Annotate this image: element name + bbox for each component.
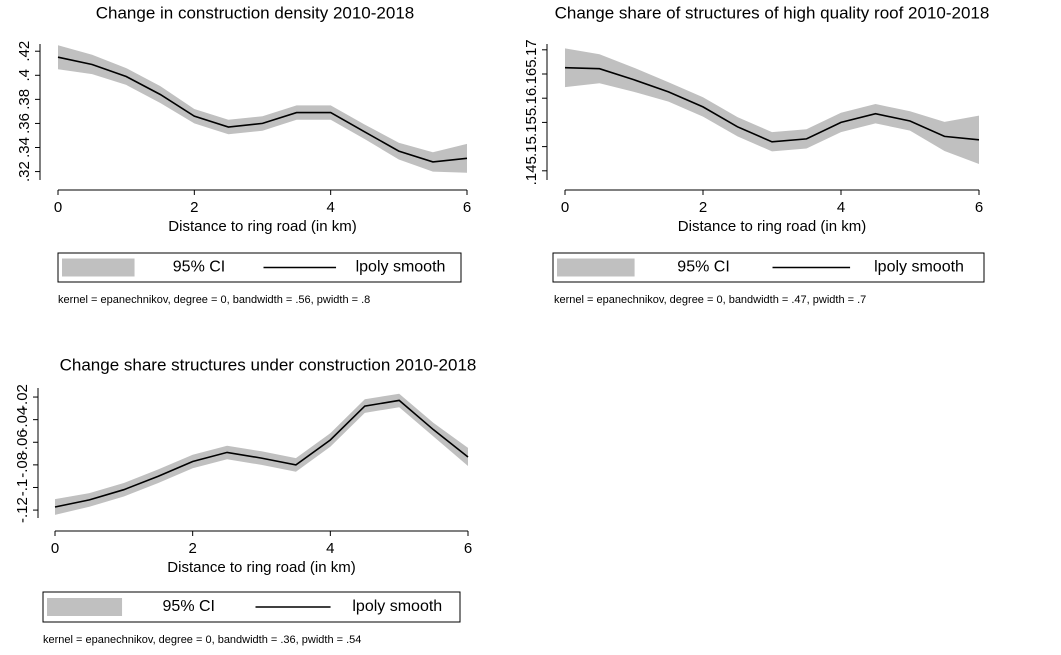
legend-swatch xyxy=(557,258,635,277)
y-tick-label: .36 xyxy=(16,113,33,134)
chart-title: Change share of structures of high quali… xyxy=(555,3,990,22)
x-tick-label: 4 xyxy=(326,199,334,216)
y-tick-label: .155 xyxy=(523,108,540,137)
y-tick-label: -.04 xyxy=(14,407,31,433)
y-tick-label: .4 xyxy=(16,69,33,82)
x-tick-label: 2 xyxy=(190,199,198,216)
legend-label: lpoly smooth xyxy=(352,598,442,615)
legend-label: 95% CI xyxy=(163,598,215,615)
y-tick-label: .15 xyxy=(523,136,540,157)
x-tick-label: 0 xyxy=(54,199,62,216)
x-tick-label: 6 xyxy=(464,540,472,557)
y-tick-label: .165 xyxy=(523,59,540,88)
x-tick-label: 4 xyxy=(837,199,845,216)
y-tick-label: .32 xyxy=(16,161,33,182)
x-tick-label: 6 xyxy=(975,199,983,216)
x-tick-label: 2 xyxy=(188,540,196,557)
smooth-line xyxy=(54,399,469,508)
confidence-band xyxy=(55,393,468,515)
x-tick-label: 0 xyxy=(561,199,569,216)
chart-note: kernel = epanechnikov, degree = 0, bandw… xyxy=(43,634,361,646)
legend-box xyxy=(552,252,985,283)
confidence-band xyxy=(565,48,979,164)
x-tick-label: 2 xyxy=(699,199,707,216)
legend-label: 95% CI xyxy=(677,259,729,276)
x-tick-label: 4 xyxy=(326,540,334,557)
legend-label: lpoly smooth xyxy=(874,259,964,276)
smooth-line xyxy=(57,56,468,163)
legend-label: 95% CI xyxy=(173,259,225,276)
y-tick-label: .17 xyxy=(523,39,540,60)
y-tick-label: -.12 xyxy=(14,497,31,523)
x-axis-label: Distance to ring road (in km) xyxy=(678,218,866,235)
legend-box xyxy=(42,591,461,623)
legend-swatch xyxy=(62,258,135,277)
chart-note: kernel = epanechnikov, degree = 0, bandw… xyxy=(554,294,866,306)
y-tick-label: .42 xyxy=(16,41,33,62)
y-tick-label: -.06 xyxy=(14,429,31,455)
y-tick-label: -.08 xyxy=(14,452,31,478)
y-tick-label: .16 xyxy=(523,88,540,109)
legend-box xyxy=(57,252,462,283)
y-tick-label: -.1 xyxy=(14,479,31,497)
y-tick-label: -.02 xyxy=(14,384,31,410)
y-tick-label: .38 xyxy=(16,89,33,110)
legend-label: lpoly smooth xyxy=(356,259,446,276)
x-tick-label: 0 xyxy=(51,540,59,557)
x-tick-label: 6 xyxy=(463,199,471,216)
chart-title: Change share structures under constructi… xyxy=(60,355,477,374)
smooth-line xyxy=(564,66,980,143)
chart-title: Change in construction density 2010-2018 xyxy=(96,3,415,22)
y-tick-label: .34 xyxy=(16,137,33,158)
x-axis-label: Distance to ring road (in km) xyxy=(168,218,356,235)
y-tick-label: .145 xyxy=(523,156,540,185)
x-axis-label: Distance to ring road (in km) xyxy=(167,559,355,576)
legend-swatch xyxy=(47,598,123,616)
chart-note: kernel = epanechnikov, degree = 0, bandw… xyxy=(58,294,370,306)
